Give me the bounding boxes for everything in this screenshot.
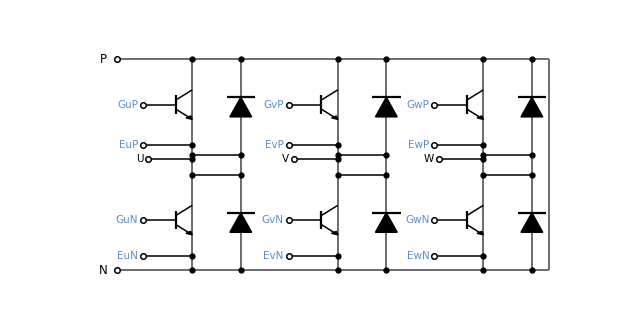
Polygon shape	[376, 213, 398, 232]
Polygon shape	[521, 97, 543, 117]
Text: GwN: GwN	[405, 215, 429, 225]
Text: U: U	[136, 154, 143, 164]
Polygon shape	[332, 116, 338, 119]
Polygon shape	[477, 231, 483, 235]
Text: N: N	[99, 264, 108, 277]
Polygon shape	[230, 97, 252, 117]
Polygon shape	[186, 116, 192, 119]
Text: EvP: EvP	[265, 140, 284, 150]
Text: GvP: GvP	[264, 100, 284, 110]
Text: EuN: EuN	[118, 251, 138, 261]
Text: EvN: EvN	[264, 251, 284, 261]
Text: P: P	[100, 53, 108, 66]
Text: EwP: EwP	[408, 140, 429, 150]
Text: GwP: GwP	[406, 100, 429, 110]
Text: W: W	[424, 154, 434, 164]
Text: V: V	[282, 154, 289, 164]
Polygon shape	[230, 213, 252, 232]
Polygon shape	[186, 231, 192, 235]
Text: GuP: GuP	[117, 100, 138, 110]
Text: GvN: GvN	[262, 215, 284, 225]
Text: GuN: GuN	[116, 215, 138, 225]
Polygon shape	[376, 97, 398, 117]
Polygon shape	[477, 116, 483, 119]
Polygon shape	[521, 213, 543, 232]
Text: EwN: EwN	[407, 251, 429, 261]
Text: EuP: EuP	[119, 140, 138, 150]
Polygon shape	[332, 231, 338, 235]
